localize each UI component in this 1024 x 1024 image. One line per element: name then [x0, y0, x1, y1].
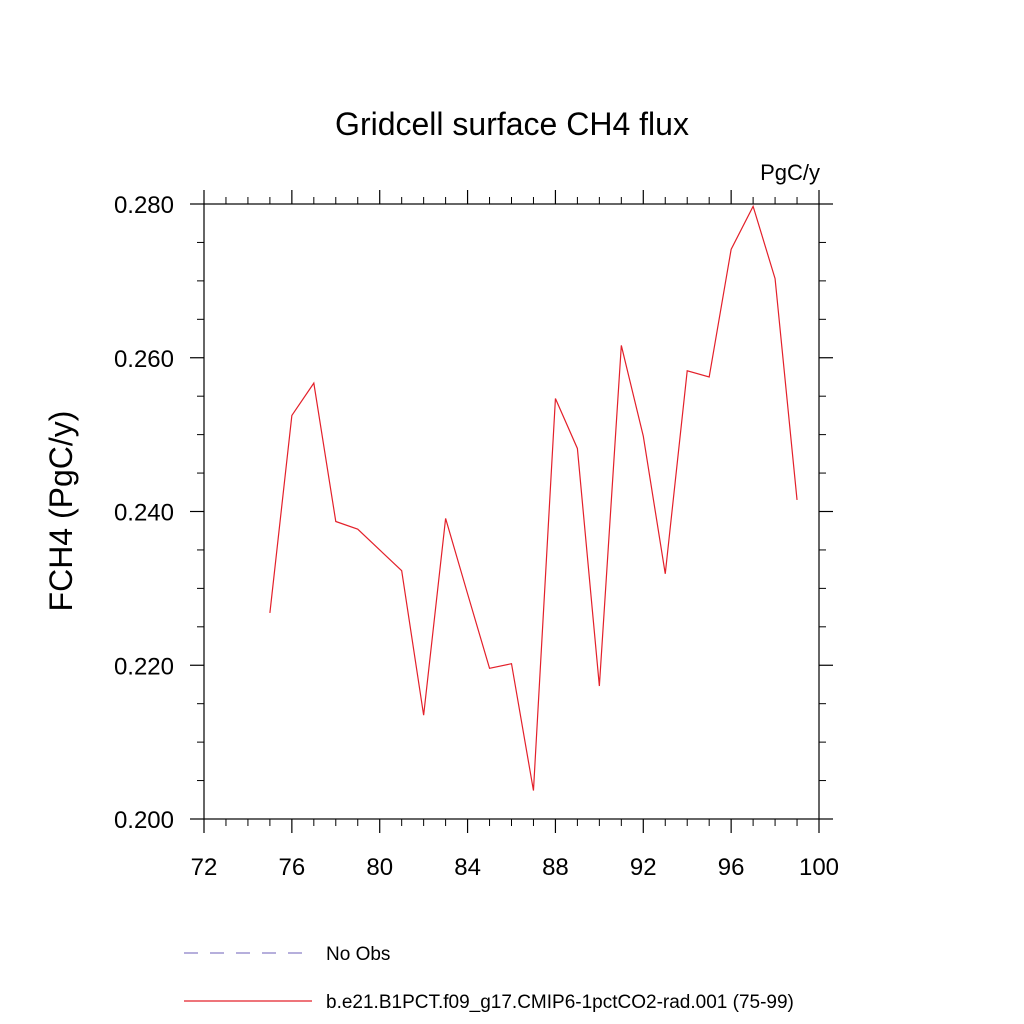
y-tick-label: 0.240 — [114, 500, 174, 527]
y-tick-label: 0.280 — [114, 192, 174, 219]
series-layer — [269, 204, 798, 791]
series-line — [269, 204, 798, 791]
x-tick-label: 72 — [191, 854, 218, 881]
axis-tick-labels: 72 76 80 84 88 92 96 100 0.200 0.220 0.240 0.260 0.2… — [114, 192, 839, 881]
y-tick-label: 0.220 — [114, 653, 174, 680]
plot-frame — [203, 203, 820, 820]
y-tick-label: 0.260 — [114, 346, 174, 373]
units-label: PgC/y — [760, 160, 820, 185]
x-tick-label: 76 — [279, 854, 306, 881]
x-tick-label: 92 — [630, 854, 657, 881]
chart-title: Gridcell surface CH4 flux — [335, 106, 689, 142]
y-tick-label: 0.200 — [114, 807, 174, 834]
x-tick-label: 80 — [366, 854, 393, 881]
legend-label: b.e21.B1PCT.f09_g17.CMIP6-1pctCO2-rad.00… — [326, 992, 794, 1013]
x-tick-label: 84 — [454, 854, 481, 881]
axis-ticks — [190, 190, 833, 833]
x-tick-label: 88 — [542, 854, 569, 881]
legend-label: No Obs — [326, 944, 390, 965]
x-tick-label: 100 — [799, 854, 839, 881]
y-axis-label: FCH4 (PgC/y) — [43, 411, 79, 612]
legend: No Obs b.e21.B1PCT.f09_g17.CMIP6-1pctCO2-… — [184, 944, 794, 1013]
x-tick-label: 96 — [718, 854, 745, 881]
